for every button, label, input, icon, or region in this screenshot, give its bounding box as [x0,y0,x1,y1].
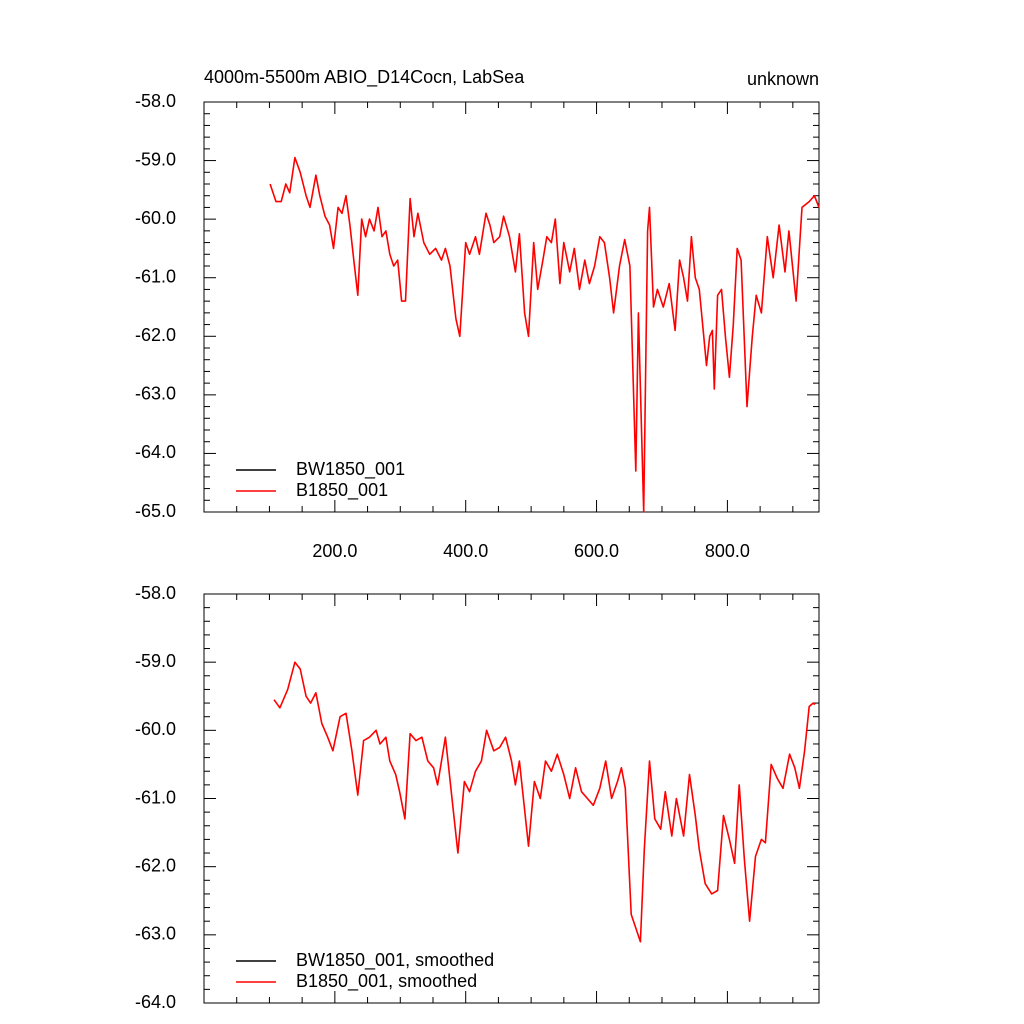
y-tick-label: -63.0 [135,924,176,944]
y-tick-label: -61.0 [135,266,176,286]
x-tick-label: 800.0 [705,541,750,561]
plot-frame [203,101,820,513]
y-tick-label: -65.0 [135,501,176,521]
x-tick-label: 200.0 [312,541,357,561]
y-tick-label: -64.0 [135,442,176,462]
legend-label: B1850_001 [296,480,388,501]
y-tick-label: -60.0 [135,208,176,228]
data-line [269,156,820,513]
y-tick-label: -62.0 [135,325,176,345]
y-tick-label: -62.0 [135,855,176,875]
chart-title: 4000m-5500m ABIO_D14Cocn, LabSea [204,67,525,88]
y-tick-label: -58.0 [135,91,176,111]
y-tick-label: -58.0 [135,583,176,603]
y-tick-label: -60.0 [135,719,176,739]
legend-label: BW1850_001 [296,459,405,480]
y-tick-label: -61.0 [135,787,176,807]
plot-frame [203,593,820,1004]
y-tick-label: -59.0 [135,651,176,671]
legend-label: BW1850_001, smoothed [296,950,494,971]
x-tick-label: 400.0 [443,541,488,561]
legend-label: B1850_001, smoothed [296,971,477,992]
right-title: unknown [747,69,819,89]
y-tick-label: -59.0 [135,149,176,169]
data-line [273,661,816,943]
y-tick-label: -64.0 [135,992,176,1012]
x-tick-label: 600.0 [574,541,619,561]
y-tick-label: -63.0 [135,384,176,404]
